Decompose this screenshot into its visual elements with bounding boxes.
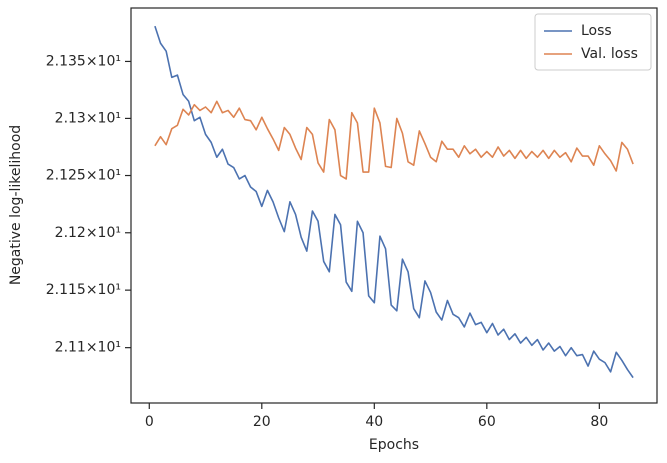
- y-tick-label: 2.125×10¹: [46, 168, 121, 184]
- x-tick-label: 20: [253, 414, 271, 430]
- y-tick-label: 2.115×10¹: [46, 282, 121, 298]
- x-tick-label: 80: [590, 414, 608, 430]
- y-tick-label: 2.13×10¹: [55, 110, 121, 126]
- x-tick-label: 40: [365, 414, 383, 430]
- y-tick-label: 2.11×10¹: [55, 340, 121, 356]
- plot-frame: [130, 7, 658, 404]
- x-tick-label: 0: [145, 414, 154, 430]
- x-tick-label: 60: [478, 414, 496, 430]
- y-tick-label: 2.135×10¹: [46, 53, 121, 69]
- y-axis-label: Negative log-likelihood: [8, 125, 24, 285]
- legend-label: Val. loss: [581, 46, 638, 62]
- legend-label: Loss: [581, 23, 612, 39]
- series-line: [154, 100, 634, 180]
- y-tick-label: 2.12×10¹: [55, 225, 121, 241]
- x-axis-label: Epochs: [369, 437, 419, 453]
- legend-box: [534, 13, 652, 71]
- series-line: [154, 25, 634, 379]
